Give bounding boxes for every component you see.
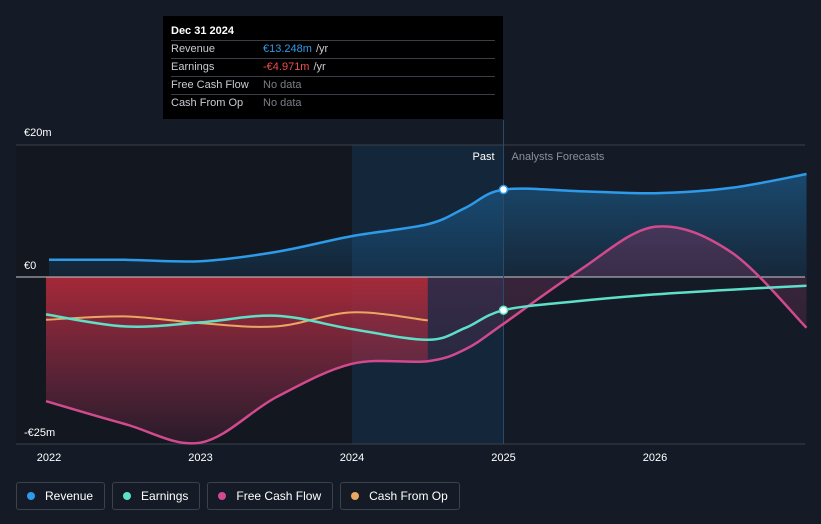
data-tooltip: Dec 31 2024 Revenue €13.248m /yr Earning… [163, 16, 503, 119]
tooltip-row-revenue: Revenue €13.248m /yr [171, 40, 495, 58]
revenue-dot-icon [27, 492, 35, 500]
tooltip-value: -€4.971m [263, 61, 310, 73]
earnings-highlight-point [498, 305, 509, 315]
negative-past-area [45, 277, 428, 444]
tooltip-label: Revenue [171, 43, 216, 55]
tooltip-unit: /yr [313, 61, 326, 73]
y-tick-label: €20m [24, 127, 52, 139]
revenue-highlight-point [498, 184, 509, 195]
tooltip-date: Dec 31 2024 [171, 25, 234, 37]
x-tick-label: 2024 [340, 452, 364, 464]
chart-legend: Revenue Earnings Free Cash Flow Cash Fro… [16, 482, 460, 510]
past-label: Past [472, 151, 494, 163]
tooltip-label: Earnings [171, 61, 215, 73]
tooltip-value: €13.248m [263, 43, 312, 55]
x-tick-label: 2022 [37, 452, 61, 464]
revenue-line [48, 172, 807, 263]
legend-label: Earnings [141, 489, 189, 503]
tooltip-row-cash-from-op: Cash From Op No data [171, 94, 495, 112]
tooltip-unit: /yr [315, 43, 329, 55]
tooltip-label: Cash From Op [171, 97, 244, 109]
cash-from-op-dot-icon [351, 492, 360, 500]
legend-item-earnings[interactable]: Earnings [112, 482, 201, 510]
earnings-line [45, 284, 807, 342]
legend-item-revenue[interactable]: Revenue [16, 482, 106, 510]
tooltip-label: Free Cash Flow [171, 79, 249, 91]
y-tick-label: €0 [24, 260, 36, 272]
legend-item-free-cash-flow[interactable]: Free Cash Flow [207, 482, 334, 510]
free-cash-flow-dot-icon [218, 492, 227, 500]
legend-label: Revenue [45, 489, 94, 503]
tooltip-row-free-cash-flow: Free Cash Flow No data [171, 76, 495, 94]
legend-label: Cash From Op [369, 489, 448, 503]
x-tick-label: 2023 [188, 452, 212, 464]
legend-item-cash-from-op[interactable]: Cash From Op [340, 482, 460, 510]
tooltip-value: No data [263, 79, 302, 91]
y-tick-label: -€25m [24, 427, 55, 439]
legend-label: Free Cash Flow [236, 489, 322, 503]
tooltip-value: No data [263, 97, 302, 109]
x-tick-label: 2025 [491, 452, 515, 464]
x-tick-label: 2026 [643, 452, 667, 464]
tooltip-row-earnings: Earnings -€4.971m /yr [171, 58, 495, 76]
free-cash-flow-line [45, 225, 808, 445]
forecast-label: Analysts Forecasts [512, 151, 605, 163]
earnings-dot-icon [123, 492, 132, 500]
cash-from-op-line [45, 311, 428, 328]
